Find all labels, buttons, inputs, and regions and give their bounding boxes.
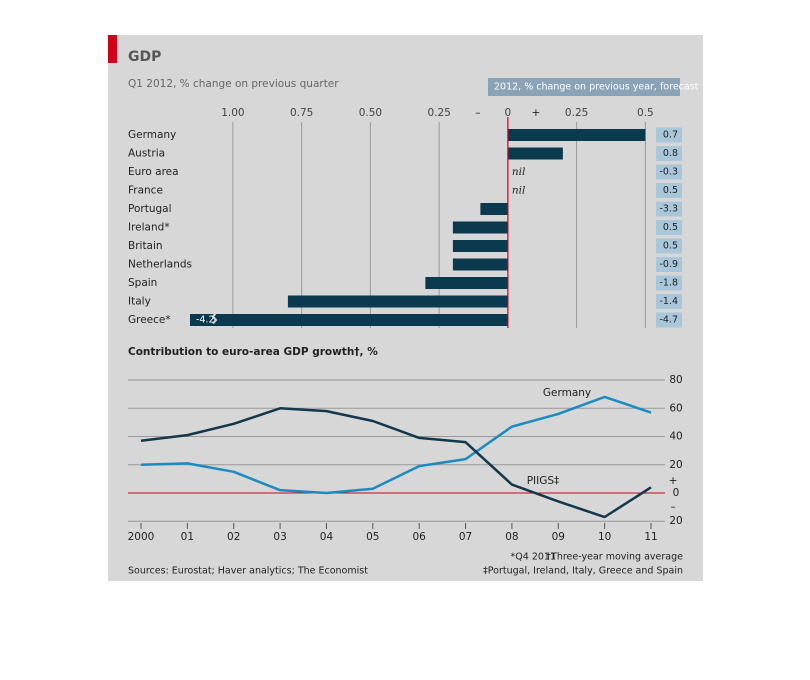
footnote: *Q4 2011 [511,552,556,563]
value-label: nil [512,166,525,178]
x-tick-label: 0.75 [290,107,313,119]
bar [287,295,508,308]
footnote: ‡Portugal, Ireland, Italy, Greece and Sp… [483,566,683,577]
y-tick-label: 20 [669,459,682,471]
forecast-box [656,312,682,328]
sign-label: – [670,501,675,513]
x-tick-label: 03 [273,531,286,543]
series-label: PIIGS‡ [527,475,560,487]
sign-label: – [475,107,480,119]
forecast-value: -3.3 [659,204,678,215]
forecast-box [656,146,682,161]
bar [452,240,508,252]
forecast-value: 0.8 [663,148,678,159]
forecast-value: -0.9 [659,259,678,270]
forecast-box [656,164,682,180]
forecast-box [656,183,682,198]
x-tick-label: 06 [412,531,426,543]
forecast-value: 0.7 [663,130,678,141]
x-tick-label: 0 [505,107,512,119]
chart-subtitle: Q1 2012, % change on previous quarter [128,78,339,90]
category-label: Britain [128,240,163,252]
x-tick-label: 2000 [128,531,155,543]
bar [452,258,508,271]
chart-title: GDP [128,49,161,65]
category-label: Ireland* [128,222,170,234]
x-tick-label: 09 [552,531,565,543]
category-label: Portugal [128,203,172,215]
forecast-box [656,238,682,254]
series-label: Germany [543,387,591,399]
y-tick-label: 0 [673,487,680,499]
chart-title: Contribution to euro-area GDP growth†, % [128,346,378,358]
sign-label: + [531,107,540,119]
x-tick-label: 10 [598,531,611,543]
forecast-value: 0.5 [663,185,678,196]
y-tick-label: 20 [669,515,682,527]
series-line [140,395,652,495]
x-tick-label: 07 [459,531,472,543]
series-line [140,407,652,519]
value-label: -4.2 [196,315,215,326]
forecast-value: 0.5 [663,241,678,252]
x-tick-label: 01 [181,531,194,543]
bar [452,221,508,234]
forecast-box [656,220,682,235]
forecast-value: -1.4 [659,296,678,307]
forecast-box [656,201,682,217]
bar [507,129,646,141]
red-tag [108,35,117,63]
x-tick-label: 05 [366,531,379,543]
bar [190,314,508,326]
category-label: Spain [128,277,157,289]
category-label: Euro area [128,166,179,178]
source: Sources: Eurostat; Haver analytics; The … [128,566,368,577]
forecast-box [656,294,682,309]
category-label: Germany [128,129,176,141]
footnote: †Three-year moving average [546,552,683,563]
x-tick-label: 08 [505,531,518,543]
forecast-value: 0.5 [663,222,678,233]
category-label: Greece* [128,314,171,326]
forecast-value: -1.8 [659,278,678,289]
x-tick-label: 0.25 [565,107,588,119]
forecast-value: -4.7 [659,315,678,326]
category-label: Italy [128,296,151,308]
category-label: France [128,185,163,197]
y-tick-label: 60 [669,402,682,414]
x-tick-label: 02 [227,531,240,543]
x-tick-label: 11 [644,531,657,543]
x-tick-label: 0.25 [427,107,450,119]
panel-background [108,35,703,581]
forecast-header: 2012, % change on previous year, forecas… [494,82,699,93]
y-tick-label: 80 [669,374,682,386]
category-label: Austria [128,148,165,160]
category-label: Netherlands [128,259,192,271]
value-label: nil [512,185,525,197]
x-tick-label: 04 [320,531,334,543]
forecast-box [656,275,682,291]
y-tick-label: 40 [669,431,682,443]
bar [480,203,508,215]
sign-label: + [669,475,678,487]
bar [507,147,563,160]
forecast-value: -0.3 [659,167,678,178]
x-tick-label: 0.50 [359,107,382,119]
forecast-box [656,257,682,272]
forecast-box [656,127,682,143]
x-tick-label: 0.5 [637,107,654,119]
x-tick-label: 1.00 [221,107,244,119]
bar [425,277,508,289]
forecast-header-box [488,78,680,96]
axis-break [211,312,218,325]
